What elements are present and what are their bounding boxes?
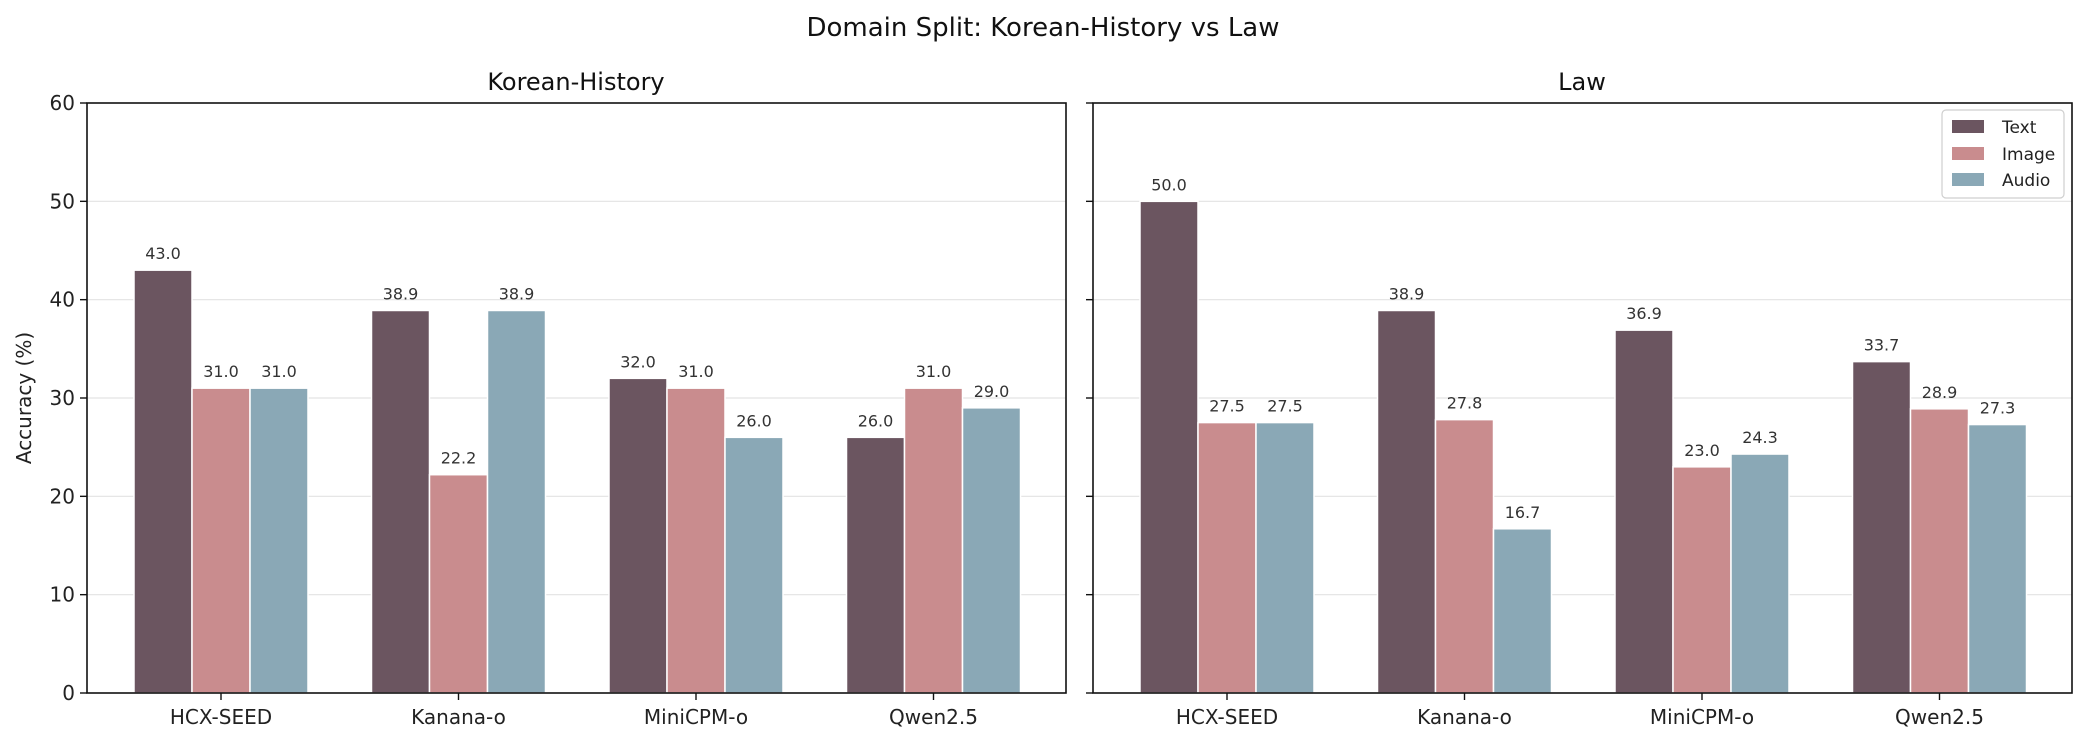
data-label: 24.3	[1742, 428, 1778, 447]
y-tick-label: 10	[50, 583, 75, 607]
data-label: 27.8	[1447, 394, 1483, 413]
panel-title: Law	[1558, 68, 1606, 96]
data-label: 16.7	[1505, 503, 1541, 522]
data-label: 23.0	[1684, 441, 1720, 460]
data-label: 26.0	[736, 411, 772, 430]
x-tick-label: Kanana-o	[411, 705, 506, 729]
data-label: 27.5	[1267, 397, 1303, 416]
bar-text	[1376, 309, 1437, 694]
legend-label-audio: Audio	[2002, 171, 2050, 191]
bar-audio	[1492, 528, 1553, 694]
y-tick-label: 50	[50, 189, 75, 213]
x-tick-label: MiniCPM-o	[1650, 705, 1754, 729]
bar-text	[370, 309, 431, 694]
y-tick-label: 30	[50, 386, 75, 410]
data-label: 38.9	[1389, 284, 1425, 303]
data-label: 38.9	[499, 284, 535, 303]
x-tick-label: MiniCPM-o	[644, 705, 748, 729]
bar-text	[133, 269, 193, 694]
axis-ticks: 0 10 20 30 40 50 60 HCX-SEED Kanana-o MiniCPM-o Qw…	[50, 91, 978, 729]
data-label: 50.0	[1151, 175, 1187, 194]
data-label: 29.0	[974, 382, 1010, 401]
bar-audio	[1730, 453, 1790, 694]
bar-text	[1139, 200, 1199, 694]
data-label: 43.0	[145, 244, 181, 263]
legend-label-text: Text	[2001, 118, 2037, 138]
bars: 43.0 31.0 31.0 38.9 22.2 38.9 32.0 31.0 26.0 26.0…	[133, 244, 1022, 694]
bar-audio	[1967, 423, 2028, 694]
bar-image	[666, 387, 726, 694]
legend-label-image: Image	[2002, 145, 2055, 165]
bar-audio	[249, 387, 309, 694]
legend-swatch-audio	[1952, 173, 1984, 186]
x-tick-label: Kanana-o	[1417, 705, 1512, 729]
bar-text	[1614, 329, 1674, 694]
bar-image	[191, 387, 251, 694]
data-label: 36.9	[1626, 304, 1662, 323]
y-tick-label: 0	[62, 681, 75, 705]
bar-audio	[724, 436, 784, 694]
y-tick-label: 40	[50, 288, 75, 312]
y-tick-label: 20	[50, 484, 75, 508]
data-label: 31.0	[261, 362, 297, 381]
x-tick-label: Qwen2.5	[1895, 705, 1984, 729]
bar-image	[1909, 408, 1970, 694]
data-label: 31.0	[916, 362, 952, 381]
data-label: 31.0	[203, 362, 239, 381]
y-axis-label: Accuracy (%)	[12, 332, 36, 464]
x-tick-label: HCX-SEED	[1176, 705, 1278, 729]
x-tick-label: Qwen2.5	[889, 705, 978, 729]
bar-text	[608, 377, 668, 694]
data-label: 27.3	[1980, 399, 2016, 418]
bar-text	[1851, 360, 1912, 694]
bar-image	[1672, 466, 1732, 694]
y-tick-label: 60	[50, 91, 75, 115]
data-label: 22.2	[441, 449, 477, 468]
bar-image	[1434, 418, 1495, 694]
legend-swatch-text	[1952, 120, 1984, 133]
data-label: 31.0	[678, 362, 714, 381]
bars: 50.0 27.5 27.5 38.9 27.8 16.7 36.9 23.0 24.3 33.7…	[1139, 175, 2028, 694]
bar-image	[1197, 421, 1257, 694]
bar-audio	[486, 309, 547, 694]
data-label: 38.9	[383, 284, 419, 303]
data-label: 32.0	[620, 352, 656, 371]
data-label: 26.0	[858, 411, 894, 430]
bar-image	[428, 473, 489, 694]
legend-swatch-image	[1952, 147, 1984, 160]
bar-image	[903, 387, 964, 694]
x-tick-label: HCX-SEED	[170, 705, 272, 729]
data-label: 33.7	[1864, 336, 1900, 355]
legend: Text Image Audio	[1941, 109, 2065, 199]
panel-title: Korean-History	[487, 68, 664, 96]
data-label: 27.5	[1209, 397, 1245, 416]
panel-law: 50.0 27.5 27.5 38.9 27.8 16.7 36.9 23.0 24.3 33.7…	[1086, 68, 2073, 729]
axis-ticks: HCX-SEED Kanana-o MiniCPM-o Qwen2.5	[1086, 102, 1984, 729]
bar-text	[845, 436, 906, 694]
data-label: 28.9	[1922, 383, 1958, 402]
bar-audio	[1255, 421, 1315, 694]
figure-title: Domain Split: Korean-History vs Law	[806, 13, 1279, 43]
bar-audio	[961, 407, 1022, 694]
panel-korean-history: 43.0 31.0 31.0 38.9 22.2 38.9 32.0 31.0 26.0 26.0…	[12, 68, 1067, 729]
